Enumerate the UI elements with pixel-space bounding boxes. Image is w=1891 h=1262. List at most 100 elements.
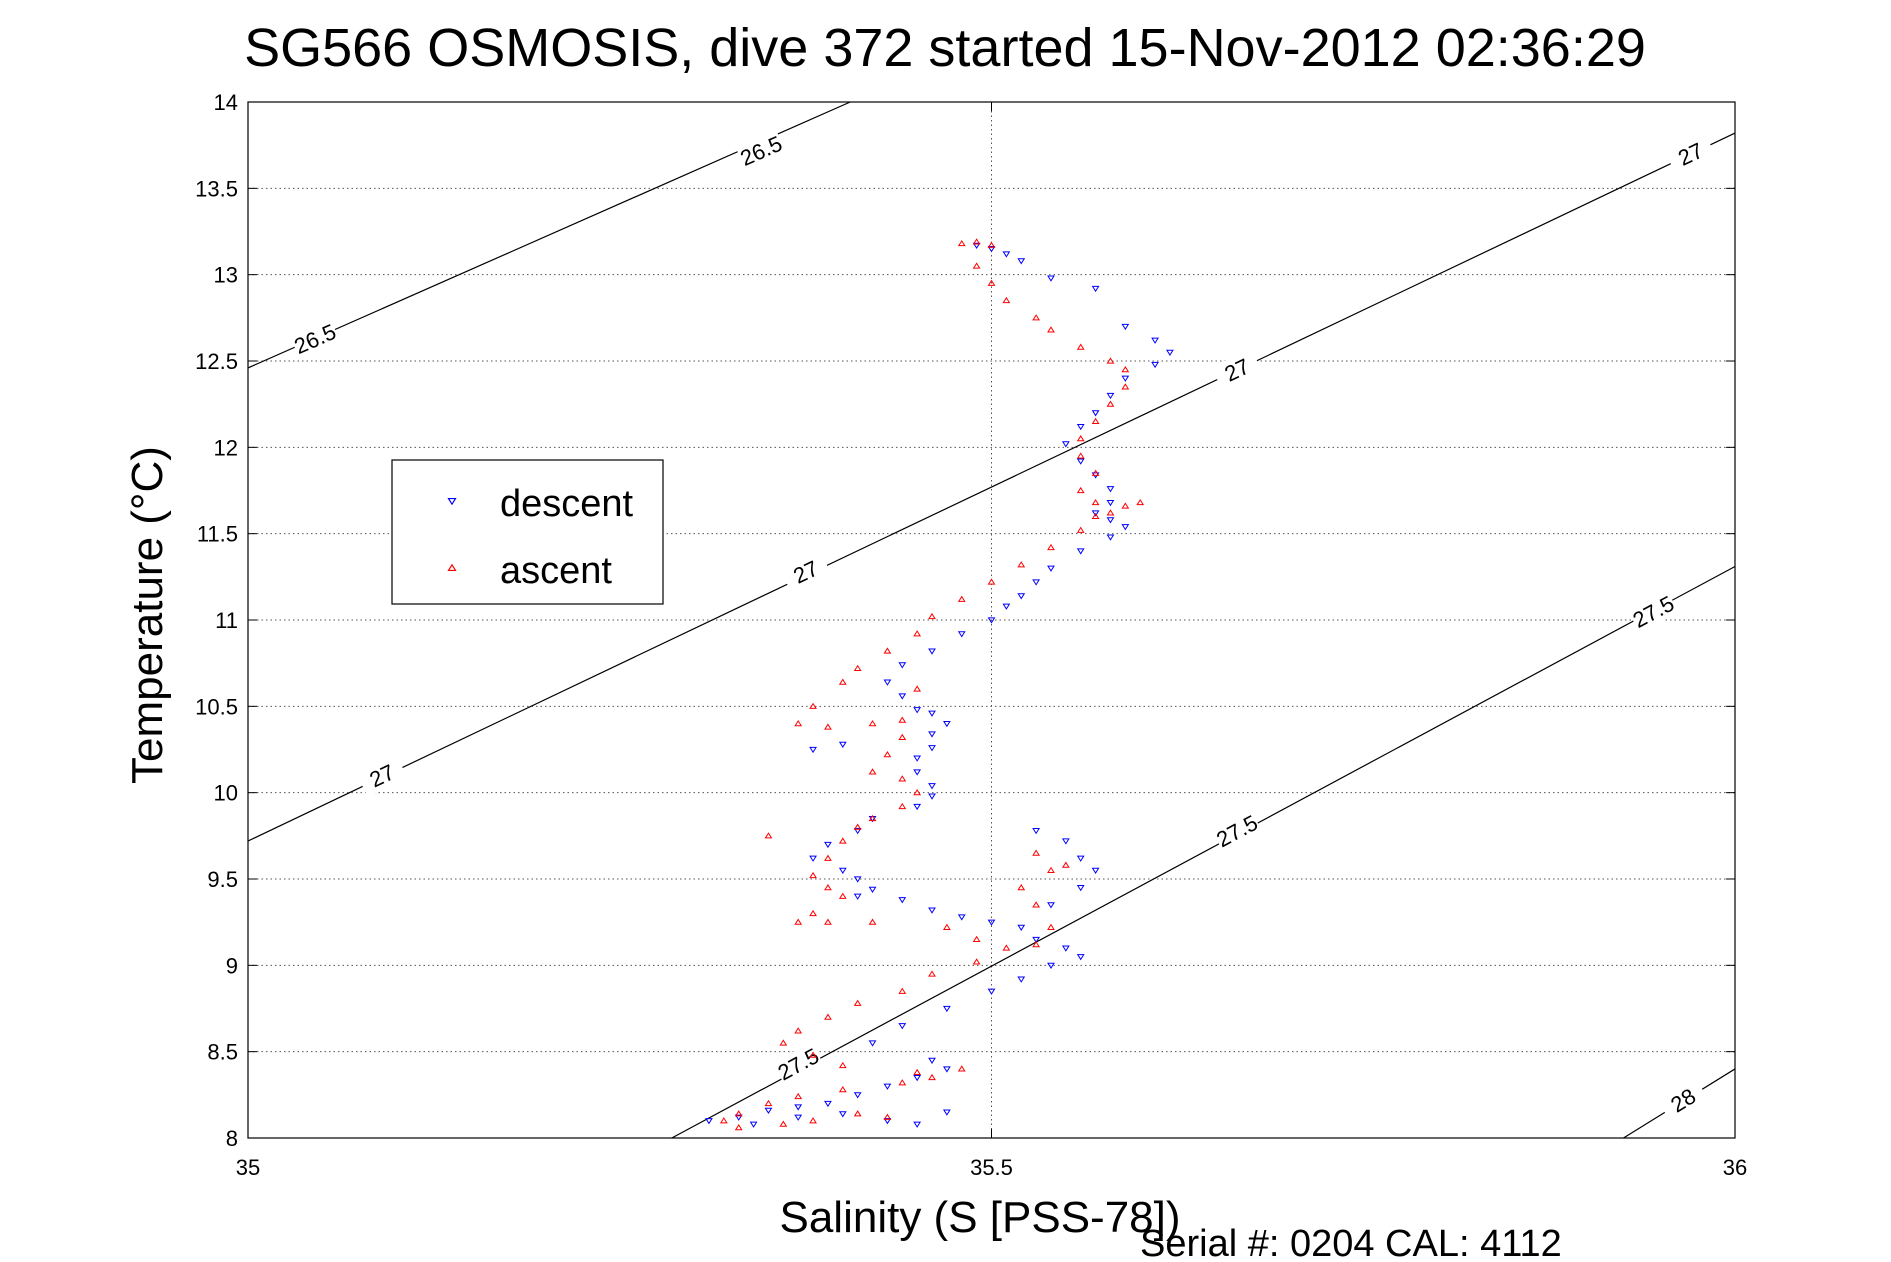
descent-point [824,1100,832,1108]
axis-ticks: 35 35.5 36 8 8.5 9 9.5 10 10.5 11 11.5 12 12.5 13 13.5… [195,90,1747,1180]
descent-point [928,648,936,655]
descent-point [1002,251,1011,258]
ascent-point [1121,365,1130,373]
descent-point [1106,392,1115,400]
descent-point [928,907,936,914]
ascent-point [1106,509,1115,516]
ascent-point [764,832,773,839]
descent-point [1076,855,1085,862]
descent-point [853,893,862,900]
contour-label-bg [735,129,787,172]
ascent-point [928,612,936,620]
descent-point [1076,424,1085,431]
descent-point [1106,517,1115,524]
descent-point [809,855,817,862]
ascent-point [1047,326,1055,333]
descent-point [1061,838,1070,845]
ascent-point [809,1117,817,1124]
data-points [705,238,1174,1131]
contour-line [671,565,1736,1139]
descent-point [898,693,907,700]
descent-point [942,1066,951,1073]
descent-point [987,919,996,926]
ascent-point [972,262,981,269]
ascent-point [957,595,966,602]
legend-box [391,459,664,605]
descent-point [868,1040,877,1047]
ascent-point [1076,486,1085,494]
descent-point [764,1107,773,1115]
ascent-point [1076,452,1085,459]
y-tick-label: 13.5 [195,176,238,201]
y-tick-label: 12.5 [195,349,238,374]
ascent-point [794,719,803,727]
serial-cal-footer: Serial #: 0204 CAL: 4112 [1140,1223,1562,1262]
ascent-point [1091,498,1100,506]
ascent-point [913,789,922,796]
ascent-point [913,630,922,637]
descent-point [794,1104,803,1111]
descent-point [1061,945,1070,952]
y-tick-label: 9.5 [207,867,238,892]
ascent-point [1076,526,1085,533]
ascent-point [794,1092,803,1100]
ascent-point [809,1051,817,1058]
contour-label-bg [1627,589,1679,634]
ascent-point [972,958,981,965]
descent-point [853,876,862,883]
descent-point [1121,323,1130,331]
x-axis-label: Salinity (S [PSS-78]) [779,1193,1180,1242]
ascent-point [987,241,996,248]
x-tick-label: 35.5 [970,1155,1013,1180]
descent-point [1091,867,1100,875]
x-tick-label: 36 [1723,1155,1747,1180]
ascent-point [809,871,817,879]
contour-label-bg [1657,1077,1709,1123]
descent-point [1151,337,1159,344]
descent-point [1047,565,1055,572]
ascent-point [794,1027,803,1034]
ascent-point [957,1065,966,1072]
descent-point [1047,962,1055,969]
descent-point [1091,510,1100,517]
contour-label-bg [356,754,408,797]
descent-point [928,783,936,790]
descent-point [942,1005,951,1013]
descent-point [853,1092,862,1099]
descent-point [1076,954,1085,961]
ascent-point [824,854,832,861]
ascent-point [1106,400,1115,407]
descent-point [928,745,936,752]
ascent-point [1002,296,1011,304]
descent-point [1032,579,1041,586]
descent-point [1106,486,1115,493]
descent-point [928,1057,936,1064]
descent-point [868,886,877,894]
contour-label-bg [1664,132,1716,175]
descent-point [1017,924,1026,931]
contour-label-bg [1211,348,1263,391]
descent-point [734,1114,743,1121]
descent-point [1017,976,1026,983]
ascent-point [1061,861,1070,868]
ascent-point [734,1123,743,1131]
ascent-point [898,802,907,810]
descent-point [809,746,817,754]
descent-point [1047,902,1055,909]
ascent-point [972,238,981,245]
descent-point [1106,534,1115,541]
ascent-point [883,751,892,758]
ascent-point [898,775,907,782]
ascent-point [987,578,996,585]
ascent-point [913,685,922,692]
y-tick-label: 13 [214,263,238,288]
ascent-point [1047,543,1055,551]
ascent-point [1121,383,1130,390]
ascent-point [1017,561,1026,568]
ascent-point [1047,866,1055,873]
descent-point [928,710,936,717]
ascent-point [1121,502,1130,509]
ascent-point [853,1110,862,1117]
descent-point [942,1109,951,1116]
descent-point [1121,524,1130,531]
